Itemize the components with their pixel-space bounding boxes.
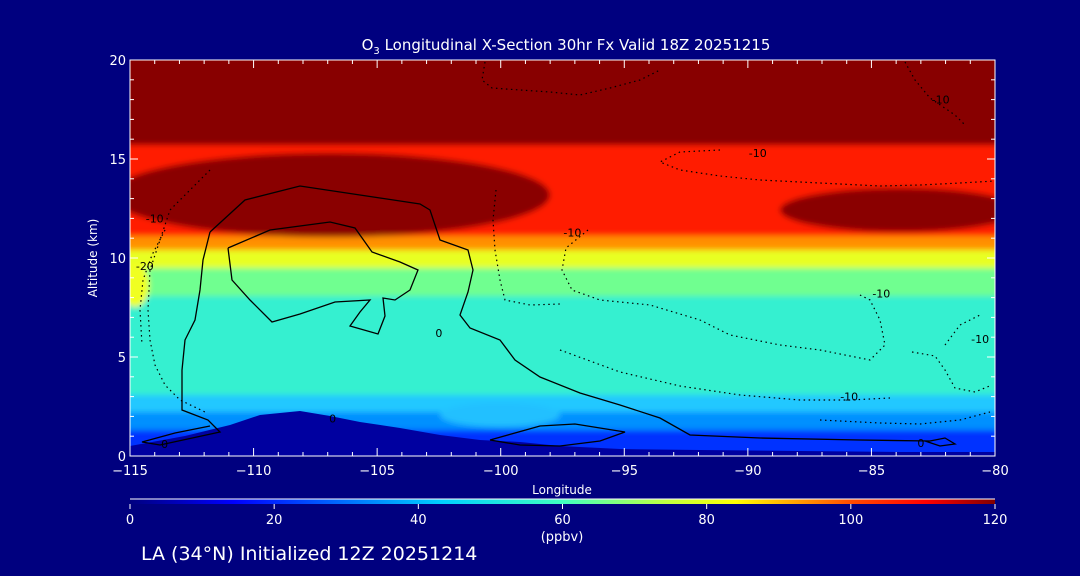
field-band-yellow [130, 248, 995, 268]
contour-dotted-minus10-midwest [492, 189, 561, 306]
field-red-core-east [780, 188, 995, 232]
contour-dotted-minus10-top [481, 61, 661, 96]
colorbar-tick-label: 80 [698, 513, 715, 528]
y-tick-label: 20 [109, 54, 126, 69]
ozone-field [130, 60, 995, 456]
colorbar-units: (ppbv) [541, 530, 584, 545]
field-band-cyan [130, 290, 995, 410]
field-yellow-west [130, 263, 149, 307]
contour-solid-0-bump [489, 423, 626, 447]
x-axis: −115 −110 −105 −100 −95 −90 −85 −80 [112, 60, 1009, 479]
contour-label: -10 [932, 94, 950, 107]
colorbar [130, 499, 995, 504]
y-tick-label: 5 [118, 351, 126, 366]
field-band-upper [130, 60, 995, 145]
contour-label: 0 [917, 437, 924, 450]
x-tick-label: −80 [981, 464, 1008, 479]
x-axis-label: Longitude [532, 483, 592, 497]
colorbar-tick-label: 120 [983, 513, 1008, 528]
colorbar-tick-label: 60 [554, 513, 571, 528]
contour-dotted-minus10-lower [819, 411, 991, 425]
colorbar-tick-label: 20 [266, 513, 283, 528]
field-blue-bubble [440, 403, 560, 427]
contour-label: -10 [563, 226, 581, 239]
contour-label: -10 [872, 288, 890, 301]
x-tick-label: −105 [359, 464, 395, 479]
field-band-green [130, 266, 995, 296]
footer-caption: LA (34°N) Initialized 12Z 20251214 [141, 543, 477, 565]
x-tick-label: −95 [611, 464, 638, 479]
colorbar-tick-label: 0 [126, 513, 134, 528]
y-axis: 0 5 10 15 20 [109, 54, 995, 465]
contour-label: -10 [749, 147, 767, 160]
contour-label: -10 [146, 212, 164, 225]
contour-dotted-minus10-east [559, 349, 891, 401]
contour-solid-0-loop [227, 221, 419, 335]
field-band-ltblue [130, 395, 995, 415]
contour-label: 0 [329, 412, 336, 425]
terrain-mask [130, 411, 995, 456]
contour-label: -20 [136, 260, 154, 273]
chart-title: O3 Longitudinal X-Section 30hr Fx Valid … [362, 36, 771, 57]
contour-dotted-minus10-right [911, 314, 993, 393]
contour-label: -10 [971, 333, 989, 346]
colorbar-ticks: 0 20 40 60 80 100 120 [126, 504, 1008, 528]
x-tick-label: −100 [483, 464, 519, 479]
contour-label: 0 [161, 438, 168, 451]
y-axis-label: Altitude (km) [86, 219, 100, 298]
contour-dotted-minus10-upper [658, 149, 995, 187]
colorbar-tick-label: 100 [838, 513, 863, 528]
y-tick-label: 10 [109, 252, 126, 267]
contour-labels: 0 0 0 0 -10 -10 -10 -10 -10 -10 -10 -20 [136, 94, 989, 452]
contour-solid-0-west [141, 231, 222, 446]
colorbar-tick-label: 40 [410, 513, 427, 528]
field-red-core-west [130, 153, 550, 237]
contour-lines [139, 61, 995, 447]
contour-label: 0 [435, 327, 442, 340]
x-tick-label: −85 [858, 464, 885, 479]
y-tick-label: 0 [118, 450, 126, 465]
x-tick-label: −90 [734, 464, 761, 479]
y-tick-label: 15 [109, 153, 126, 168]
x-tick-label: −110 [236, 464, 272, 479]
x-tick-label: −115 [112, 464, 148, 479]
contour-label: -10 [840, 391, 858, 404]
contour-solid-0-main [209, 185, 957, 447]
